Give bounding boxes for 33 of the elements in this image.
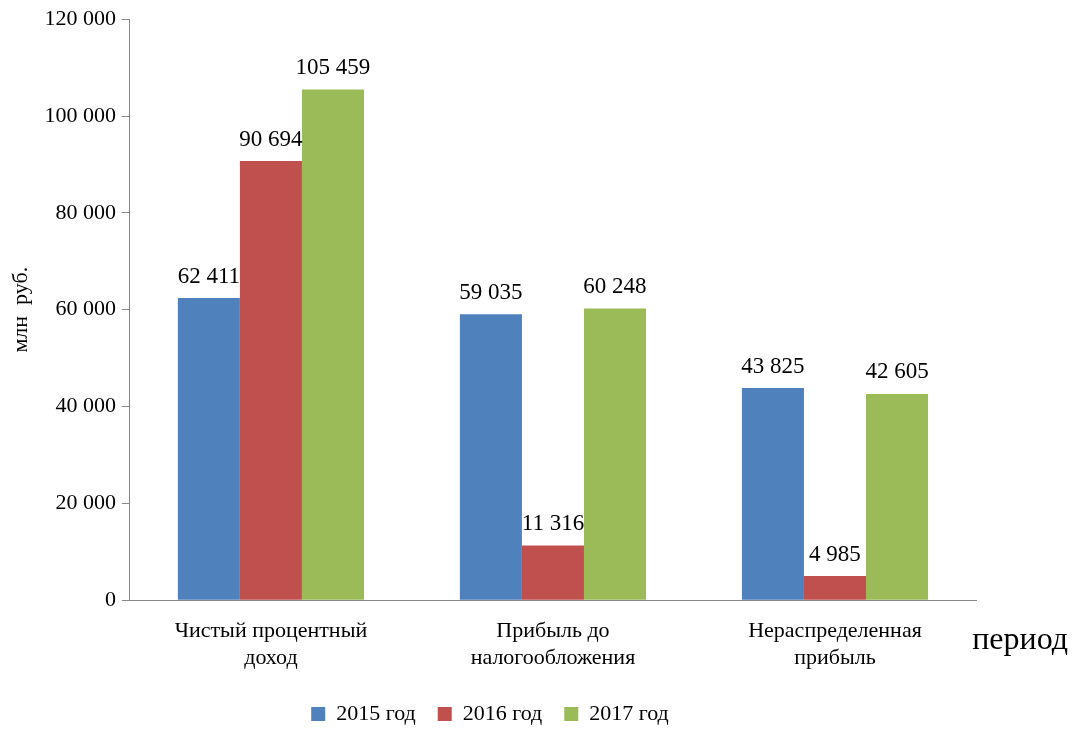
- legend-label: 2015 год: [336, 699, 416, 725]
- x-tick-label: Чистый процентный доход: [174, 617, 368, 669]
- bar: [459, 314, 522, 600]
- data-label: 90 694: [239, 125, 304, 151]
- y-axis-title: млн руб.: [6, 266, 32, 353]
- data-label: 11 316: [521, 509, 585, 535]
- y-tick-label: 40 000: [55, 392, 116, 418]
- y-tick-label: 80 000: [55, 198, 116, 224]
- legend-label: 2016 год: [462, 699, 543, 725]
- bar: [239, 161, 302, 600]
- data-label: 43 825: [741, 352, 805, 378]
- x-axis-title: период: [972, 620, 1068, 657]
- bar: [803, 576, 867, 600]
- data-label: 62 411: [177, 262, 241, 288]
- data-label: 42 605: [865, 358, 929, 384]
- y-tick-label: 120 000: [44, 4, 116, 30]
- data-label: 105 459: [295, 54, 371, 80]
- y-tick-label: 20 000: [55, 489, 116, 515]
- y-tick-label: 60 000: [55, 295, 116, 321]
- x-tick-label: Прибыль до налогообложения: [470, 617, 636, 669]
- bar: [866, 393, 929, 600]
- bar: [583, 308, 647, 600]
- y-tick-label: 0: [104, 585, 116, 611]
- bar: [521, 545, 584, 600]
- data-label: 60 248: [583, 273, 647, 299]
- bar: [301, 89, 364, 600]
- y-tick-label: 100 000: [44, 101, 116, 127]
- legend-label: 2017 год: [589, 699, 669, 725]
- bar: [177, 298, 240, 600]
- data-label: 59 035: [459, 278, 523, 304]
- x-tick-label: Нераспределенная прибыль: [748, 617, 922, 669]
- bar: [741, 388, 804, 600]
- data-label: 4 985: [809, 540, 861, 566]
